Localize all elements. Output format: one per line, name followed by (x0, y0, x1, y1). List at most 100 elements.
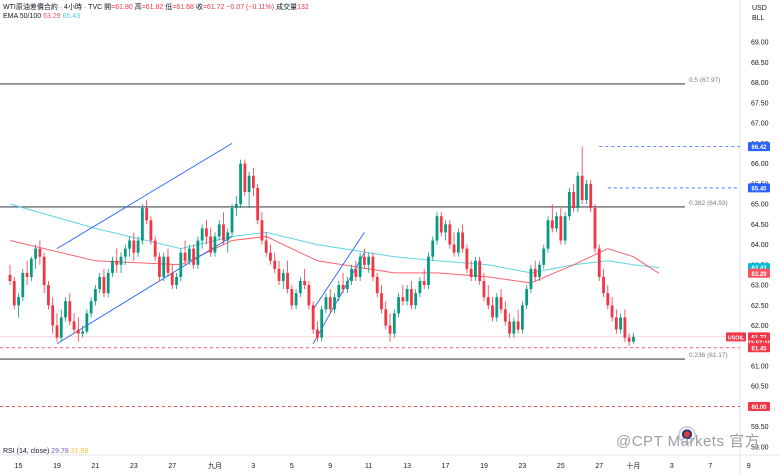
fib-label: 0.236 (61.17) (689, 352, 728, 359)
price-tick-label: 59.00 (751, 444, 769, 451)
candle (602, 268, 605, 298)
price-tick-label: 69.00 (751, 40, 769, 47)
candle-body (580, 175, 584, 201)
candle-body (76, 329, 80, 334)
candle (196, 236, 200, 269)
candle-body (397, 297, 400, 314)
candle (187, 244, 191, 265)
candle (380, 285, 383, 314)
candle-body (593, 208, 597, 249)
time-tick-label: 9 (328, 463, 332, 470)
price-tick-label: 68.50 (751, 60, 769, 67)
candle-body (418, 280, 422, 294)
candle-body (29, 258, 33, 277)
candle-body (482, 280, 486, 298)
time-tick-label: 21 (92, 463, 100, 470)
candle (273, 252, 277, 273)
candle-body (55, 325, 59, 338)
candle-body (427, 256, 430, 286)
price-tag (748, 401, 770, 411)
candle (145, 200, 149, 225)
candle-body (136, 240, 140, 253)
candle (192, 244, 196, 269)
candle-body (213, 236, 217, 253)
candle-body (298, 280, 302, 294)
candle (226, 228, 230, 253)
candle-body (115, 260, 119, 265)
candles (8, 146, 635, 346)
low-value: =61.68 (172, 4, 194, 11)
candle-body (123, 248, 127, 257)
candle (247, 171, 251, 209)
candle-body (320, 309, 324, 338)
time-tick-label: 19 (480, 463, 488, 470)
candle-body (145, 208, 149, 221)
candle-body (239, 163, 242, 205)
candle-body (341, 285, 345, 290)
candle (474, 256, 477, 281)
candle (106, 268, 110, 298)
rsi-legend[interactable]: RSI (14, close) 29.78 31.99 (3, 447, 88, 456)
candle (516, 309, 520, 334)
price-tick-label: 67.50 (751, 100, 769, 107)
candle-body (623, 317, 627, 338)
channel-line (56, 236, 233, 345)
candle (123, 244, 127, 265)
price-tag (748, 142, 770, 152)
candle-body (354, 268, 358, 277)
symbol-title[interactable]: WTI原油差價合約 · 4小時 · TVC (3, 4, 103, 11)
unit-label[interactable]: BLL (752, 15, 765, 22)
candle-body (401, 297, 405, 302)
price-tick-label: 64.50 (751, 222, 769, 229)
candle (367, 252, 371, 273)
candle (251, 167, 255, 197)
time-tick-label: 17 (442, 463, 450, 470)
candle (179, 248, 183, 281)
candle-body (439, 216, 443, 233)
ema100-value: 65.43 (62, 13, 81, 20)
candle (533, 260, 537, 281)
candle (401, 285, 405, 306)
time-tick-label: 25 (557, 463, 565, 470)
candle-body (602, 276, 605, 294)
candle-body (243, 163, 247, 192)
candle-body (256, 187, 260, 221)
candle-body (495, 297, 499, 318)
candle (239, 159, 242, 209)
candle-body (226, 232, 230, 241)
candle (166, 248, 170, 277)
candle (81, 325, 84, 338)
candle-body (491, 305, 494, 318)
candle (418, 276, 422, 298)
candle-body (153, 240, 157, 257)
candle-body (529, 268, 533, 290)
candle-body (324, 297, 328, 310)
candle (222, 212, 225, 245)
candle (286, 260, 289, 294)
candle-body (209, 236, 213, 253)
candle-body (311, 305, 315, 330)
candle-body (72, 321, 76, 330)
candle-body (533, 268, 537, 277)
time-axis[interactable]: 15 19 21 23 27 九月 3 5 9 11 13 17 19 23 25 27 十月 3 7 9 (15, 461, 751, 470)
currency-label[interactable]: USD (752, 5, 767, 12)
candle-body (358, 256, 362, 277)
candle-body (277, 268, 281, 281)
candle-body (183, 252, 187, 261)
candle-body (68, 301, 72, 322)
candle (260, 212, 264, 245)
candle-body (614, 317, 618, 330)
candle-body (392, 313, 396, 334)
candle-body (465, 248, 469, 269)
candle-body (89, 301, 93, 314)
price-axis[interactable]: 69.0068.5068.0067.5067.0066.5066.0065.50… (751, 40, 769, 452)
candle-body (521, 305, 524, 330)
candle (478, 256, 482, 286)
fib-label: 0.5 (67.97) (689, 77, 720, 84)
candle (589, 179, 593, 213)
candle-body (273, 260, 277, 269)
ema-legend[interactable]: EMA 50/100 63.29 65.43 (3, 12, 80, 21)
ema-label: EMA 50/100 (3, 13, 42, 20)
